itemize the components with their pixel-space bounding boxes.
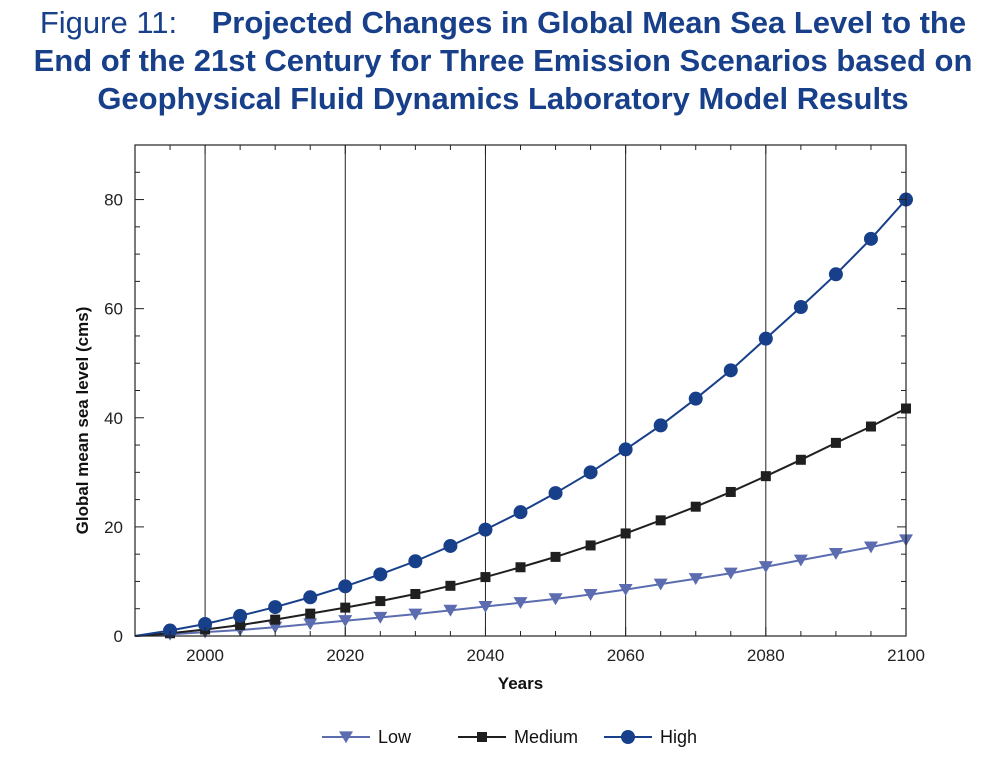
figure-title: Figure 11: Projected Changes in Global M…: [0, 4, 1006, 118]
data-point-medium: [410, 588, 421, 599]
series-low: [134, 534, 913, 641]
y-tick-label: 20: [104, 518, 123, 537]
data-point-high: [443, 538, 458, 553]
data-point-medium: [655, 515, 666, 526]
data-point-high: [583, 465, 598, 480]
data-point-low: [793, 554, 808, 567]
x-tick-label: 2020: [326, 646, 364, 665]
legend-item-high: High: [604, 727, 697, 747]
data-point-medium: [550, 551, 561, 562]
gridlines: [204, 145, 767, 636]
x-tick-label: 2040: [467, 646, 505, 665]
data-point-low: [723, 567, 738, 580]
data-point-low: [443, 604, 458, 617]
data-point-high: [478, 522, 493, 537]
data-point-medium: [515, 562, 526, 573]
data-point-medium: [235, 620, 246, 631]
x-tick-label: 2060: [607, 646, 645, 665]
data-point-medium: [270, 614, 281, 625]
legend-marker-low: [339, 731, 353, 744]
x-tick-label: 2100: [887, 646, 925, 665]
legend-label-medium: Medium: [514, 727, 578, 747]
data-point-low: [338, 615, 353, 628]
data-point-high: [408, 554, 423, 569]
figure-title-line-2: End of the 21st Century for Three Emissi…: [33, 43, 973, 78]
data-point-low: [688, 573, 703, 586]
y-tick-label: 80: [104, 191, 123, 210]
legend-marker-high: [621, 730, 635, 744]
legend-item-medium: Medium: [458, 727, 578, 747]
data-point-low: [513, 597, 528, 610]
x-tick-label: 2080: [747, 646, 785, 665]
data-point-medium: [865, 421, 876, 432]
data-point-medium: [690, 501, 701, 512]
y-tick-label: 40: [104, 409, 123, 428]
data-point-medium: [620, 528, 631, 539]
figure-title-line-3: Geophysical Fluid Dynamics Laboratory Mo…: [97, 81, 909, 116]
data-point-high: [338, 579, 353, 594]
data-point-low: [653, 578, 668, 591]
data-point-medium: [725, 486, 736, 497]
data-point-medium: [480, 572, 491, 583]
series-medium: [134, 403, 911, 639]
data-point-high: [233, 608, 248, 623]
y-axis-title: Global mean sea level (cms): [73, 307, 92, 535]
data-point-low: [583, 588, 598, 601]
data-point-high: [373, 567, 388, 582]
data-point-high: [303, 590, 318, 605]
x-axis-title: Years: [498, 674, 543, 693]
figure-title-line-1: Projected Changes in Global Mean Sea Lev…: [211, 5, 967, 40]
y-tick-label: 60: [104, 300, 123, 319]
data-point-high: [618, 442, 633, 457]
data-point-low: [268, 621, 283, 634]
data-point-low: [478, 600, 493, 613]
data-point-high: [198, 616, 213, 631]
data-point-high: [548, 486, 563, 501]
data-point-high: [793, 300, 808, 315]
data-point-low: [828, 548, 843, 560]
x-tick-label: 2000: [186, 646, 224, 665]
data-point-medium: [375, 596, 386, 607]
data-point-medium: [305, 608, 316, 619]
data-point-low: [548, 593, 563, 606]
data-point-high: [758, 331, 773, 346]
data-point-high: [863, 231, 878, 246]
legend: Low Medium High: [322, 727, 697, 747]
series-line-low: [134, 539, 907, 637]
data-point-low: [758, 561, 773, 574]
data-point-high: [163, 623, 178, 638]
data-point-low: [303, 618, 318, 631]
y-tick-label: 0: [114, 627, 123, 646]
data-point-high: [828, 267, 843, 282]
data-point-high: [268, 600, 283, 615]
data-point-low: [373, 611, 388, 624]
data-point-medium: [340, 602, 351, 613]
data-point-medium: [795, 454, 806, 465]
legend-marker-medium: [477, 732, 487, 742]
data-point-medium: [585, 540, 596, 551]
data-point-medium: [830, 437, 841, 448]
data-point-low: [618, 584, 633, 596]
legend-item-low: Low: [322, 727, 412, 747]
data-point-low: [408, 608, 423, 621]
legend-label-low: Low: [378, 727, 412, 747]
series-layer: [134, 192, 913, 641]
data-point-medium: [760, 471, 771, 482]
data-point-high: [723, 363, 738, 378]
data-point-high: [688, 391, 703, 406]
data-point-low: [863, 541, 878, 554]
figure-label: Figure 11:: [39, 5, 178, 40]
data-point-high: [513, 505, 528, 520]
data-point-medium: [445, 580, 456, 591]
legend-label-high: High: [660, 727, 697, 747]
data-point-high: [653, 418, 668, 433]
